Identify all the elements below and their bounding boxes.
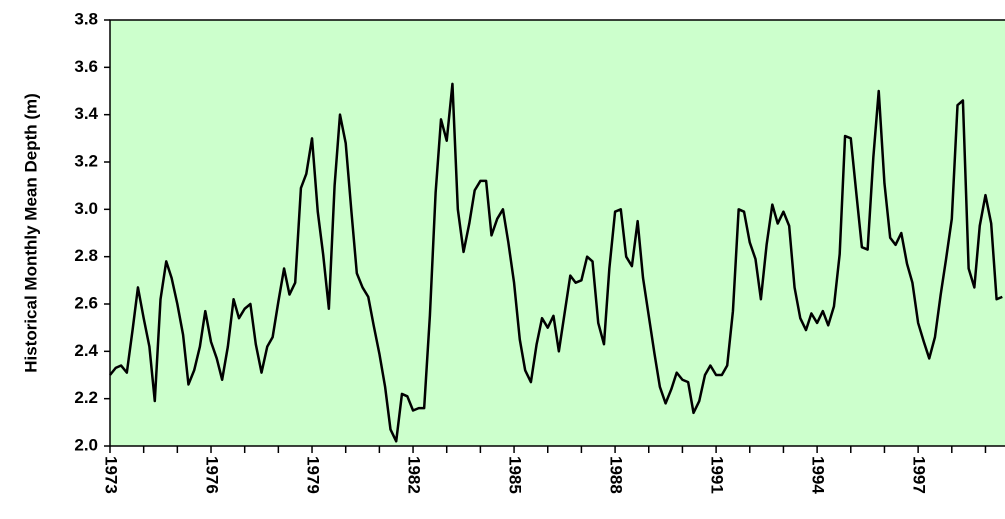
x-tick-label: 1982 — [405, 456, 424, 494]
y-tick-label: 2.2 — [74, 388, 98, 407]
x-tick-label: 1985 — [506, 456, 525, 494]
x-tick-label: 1979 — [304, 456, 323, 494]
y-tick-label: 2.6 — [74, 293, 98, 312]
y-tick-label: 3.6 — [74, 57, 98, 76]
x-tick-label: 1997 — [910, 456, 929, 494]
data-line — [109, 82, 1003, 443]
y-tick-label: 2.8 — [74, 246, 98, 265]
x-tick-label: 1994 — [809, 456, 828, 494]
x-tick-label: 1976 — [203, 456, 222, 494]
y-tick-label: 3.8 — [74, 9, 98, 28]
y-tick-label: 3.4 — [74, 104, 98, 123]
plot-area — [109, 19, 1005, 447]
y-tick-label: 2.4 — [74, 341, 98, 360]
x-tick-label: 1973 — [102, 456, 121, 494]
y-tick-label: 3.2 — [74, 151, 98, 170]
x-tick-label: 1991 — [708, 456, 727, 494]
x-tick-label: 1988 — [607, 456, 626, 494]
y-axis-label: Historical Monthly Mean Depth (m) — [21, 93, 40, 373]
y-tick-label: 3.0 — [74, 199, 98, 218]
y-tick-label: 2.0 — [74, 435, 98, 454]
